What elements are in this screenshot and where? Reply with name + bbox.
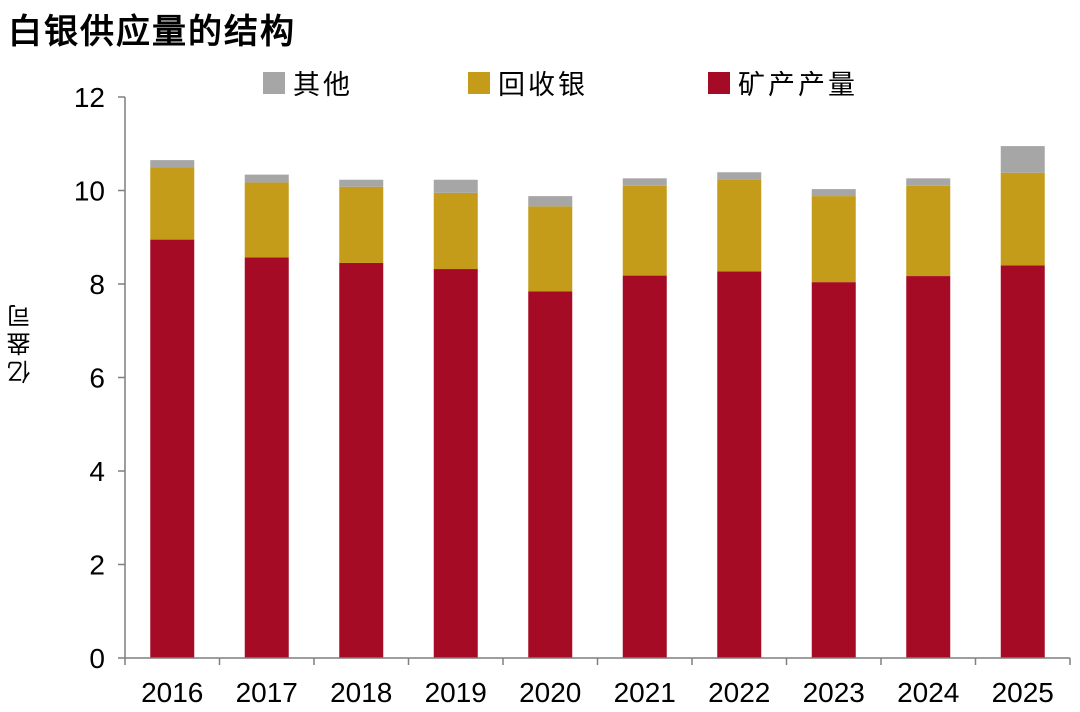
x-tick-label: 2023 bbox=[803, 677, 865, 708]
bar-2020-series-1 bbox=[528, 206, 573, 292]
bar-2016-series-2 bbox=[150, 160, 195, 168]
bar-2018-series-2 bbox=[339, 179, 384, 187]
bar-2018-series-0 bbox=[339, 262, 384, 658]
bar-2025-series-2 bbox=[1000, 146, 1045, 173]
legend-swatch bbox=[708, 72, 730, 94]
x-tick-label: 2021 bbox=[614, 677, 676, 708]
bar-2021-series-0 bbox=[622, 275, 667, 658]
bar-2024-series-2 bbox=[906, 178, 951, 186]
bar-2016-series-1 bbox=[150, 167, 195, 240]
x-tick-label: 2022 bbox=[708, 677, 770, 708]
y-tick-label: 6 bbox=[89, 363, 105, 394]
x-tick-label: 2020 bbox=[519, 677, 581, 708]
bar-2017-series-0 bbox=[244, 257, 289, 658]
bar-2016-series-0 bbox=[150, 239, 195, 658]
bar-2019-series-2 bbox=[433, 179, 478, 193]
x-tick-label: 2019 bbox=[425, 677, 487, 708]
bar-2021-series-1 bbox=[622, 185, 667, 276]
bar-2017-series-1 bbox=[244, 182, 289, 258]
bar-2020-series-2 bbox=[528, 196, 573, 207]
bar-2022-series-1 bbox=[717, 179, 762, 272]
x-tick-label: 2018 bbox=[330, 677, 392, 708]
y-tick-label: 4 bbox=[89, 456, 105, 487]
bar-2023-series-1 bbox=[811, 196, 856, 283]
legend-label: 回收银 bbox=[498, 70, 588, 101]
bar-2024-series-0 bbox=[906, 276, 951, 658]
chart-title: 白银供应量的结构 bbox=[8, 12, 296, 52]
legend-label: 其他 bbox=[293, 70, 353, 101]
x-tick-label: 2016 bbox=[141, 677, 203, 708]
legend-swatch bbox=[468, 72, 490, 94]
x-tick-label: 2025 bbox=[992, 677, 1054, 708]
bar-2023-series-2 bbox=[811, 189, 856, 197]
bar-2020-series-0 bbox=[528, 291, 573, 658]
bar-2021-series-2 bbox=[622, 178, 667, 186]
y-tick-label: 2 bbox=[89, 550, 105, 581]
legend-swatch bbox=[263, 72, 285, 94]
bar-2022-series-2 bbox=[717, 172, 762, 180]
bar-2019-series-1 bbox=[433, 192, 478, 270]
bar-2019-series-0 bbox=[433, 269, 478, 658]
x-tick-label: 2017 bbox=[236, 677, 298, 708]
bars bbox=[150, 146, 1045, 658]
y-tick-label: 0 bbox=[89, 643, 105, 674]
legend-label: 矿产产量 bbox=[738, 70, 858, 101]
legend: 其他 回收银 矿产产量 bbox=[263, 70, 858, 101]
bar-2018-series-1 bbox=[339, 186, 384, 263]
bar-2023-series-0 bbox=[811, 282, 856, 658]
bar-2025-series-1 bbox=[1000, 172, 1045, 266]
y-tick-label: 8 bbox=[89, 269, 105, 300]
y-tick-label: 12 bbox=[74, 82, 105, 113]
bar-2022-series-0 bbox=[717, 271, 762, 658]
axes: 2016 2017 2018 2019 2020 2021 2022 2023 2024 2025… bbox=[74, 82, 1071, 708]
bar-2024-series-1 bbox=[906, 185, 951, 277]
x-tick-label: 2024 bbox=[897, 677, 959, 708]
bar-2017-series-2 bbox=[244, 174, 289, 183]
y-tick-label: 10 bbox=[74, 176, 105, 207]
bar-2025-series-0 bbox=[1000, 265, 1045, 658]
